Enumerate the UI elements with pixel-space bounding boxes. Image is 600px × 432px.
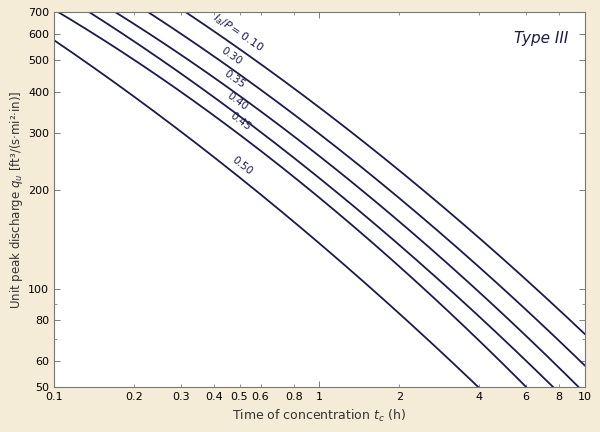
X-axis label: Time of concentration $t_c$ (h): Time of concentration $t_c$ (h) bbox=[232, 407, 406, 424]
Text: 0.50: 0.50 bbox=[230, 155, 254, 177]
Text: $I_a/P = 0.10$: $I_a/P = 0.10$ bbox=[211, 11, 266, 55]
Text: 0.30: 0.30 bbox=[220, 45, 244, 67]
Text: Type III: Type III bbox=[514, 31, 569, 46]
Y-axis label: Unit peak discharge $q_u$ [ft³/(s·mi²·in)]: Unit peak discharge $q_u$ [ft³/(s·mi²·in… bbox=[8, 90, 25, 309]
Text: 0.45: 0.45 bbox=[228, 111, 252, 133]
Text: 0.40: 0.40 bbox=[225, 90, 250, 112]
Text: 0.35: 0.35 bbox=[222, 69, 247, 90]
